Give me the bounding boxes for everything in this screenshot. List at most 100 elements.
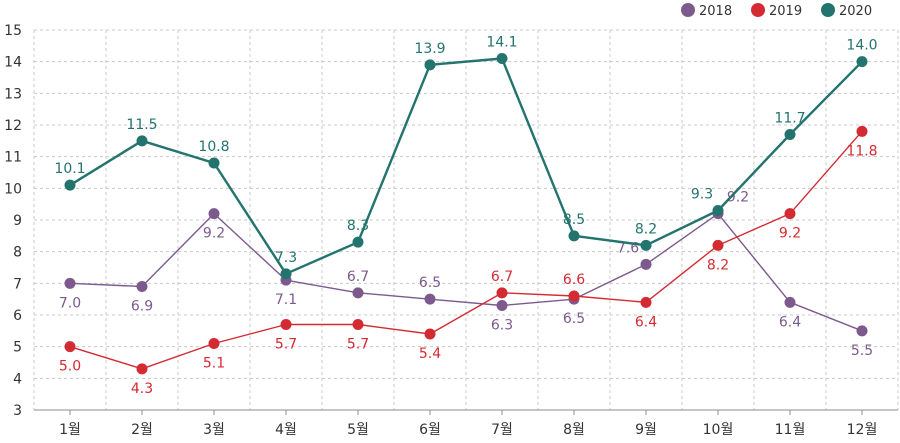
legend-label: 2018 bbox=[699, 4, 732, 19]
data-point-2020 bbox=[352, 236, 364, 248]
x-tick-label: 7월 bbox=[491, 422, 513, 438]
legend-marker bbox=[751, 3, 765, 17]
data-point-2019 bbox=[280, 319, 292, 330]
data-label-2019: 8.2 bbox=[707, 257, 729, 273]
data-label-2019: 5.7 bbox=[275, 337, 297, 353]
data-label-2018: 6.5 bbox=[419, 275, 441, 291]
data-point-2019 bbox=[640, 296, 652, 308]
data-point-2018 bbox=[784, 296, 796, 308]
series-layer: 7.0 6.99.27.16.7 6.56.3 6.57.69.26.45.55.04… bbox=[54, 35, 877, 397]
data-label-2020: 11.7 bbox=[774, 111, 805, 127]
legend-label: 2020 bbox=[839, 4, 872, 19]
data-label-2020: 8.2 bbox=[635, 221, 657, 237]
data-point-2020 bbox=[424, 59, 436, 71]
data-point-2019 bbox=[352, 319, 364, 330]
data-label-2020: 10.8 bbox=[198, 139, 229, 155]
data-point-2020 bbox=[280, 268, 292, 280]
y-tick-label: 10 bbox=[4, 181, 22, 197]
x-tick-label: 11월 bbox=[775, 422, 806, 438]
data-label-2019: 6.7 bbox=[491, 269, 513, 285]
data-label-2020: 8.3 bbox=[347, 218, 369, 234]
data-label-2018: 9.2 bbox=[203, 226, 225, 242]
chart-grid bbox=[33, 29, 899, 410]
x-axis: 1월 2월 3월 4월 5월 6월 7월 8월 9월 10월 11월 12월 bbox=[34, 409, 898, 438]
y-tick-label: 7 bbox=[13, 276, 22, 292]
data-point-2020 bbox=[496, 53, 508, 64]
data-label-2019: 9.2 bbox=[779, 226, 801, 242]
data-point-2020 bbox=[856, 56, 868, 68]
data-label-2018: 6.9 bbox=[131, 299, 153, 315]
data-point-2018 bbox=[352, 287, 364, 299]
data-label-2019: 5.0 bbox=[59, 359, 81, 375]
legend-marker bbox=[821, 3, 835, 17]
data-point-2019 bbox=[856, 125, 868, 137]
data-point-2020 bbox=[208, 157, 220, 169]
data-label-2019: 6.4 bbox=[635, 314, 657, 330]
x-tick-label: 3월 bbox=[203, 422, 225, 438]
series-line-2018 bbox=[69, 212, 863, 332]
data-label-2018: 6.4 bbox=[779, 314, 801, 330]
data-point-2018 bbox=[64, 277, 76, 289]
y-tick-label: 11 bbox=[4, 150, 22, 166]
data-label-2020: 10.1 bbox=[54, 161, 85, 177]
x-tick-label: 4월 bbox=[275, 422, 297, 438]
data-label-2020: 8.5 bbox=[563, 212, 585, 228]
y-axis: 3 4 5 6 7 8 9 10 11 12 13 14 15 bbox=[4, 23, 22, 419]
y-tick-label: 4 bbox=[13, 371, 22, 387]
data-label-2018: 6.3 bbox=[491, 318, 513, 334]
y-tick-label: 6 bbox=[13, 308, 22, 324]
data-label-2018: 7.1 bbox=[275, 292, 297, 308]
data-label-2019: 11.8 bbox=[846, 143, 877, 159]
data-label-2018: 5.5 bbox=[851, 343, 873, 359]
data-label-2020: 14.0 bbox=[846, 38, 877, 54]
x-tick-label: 1월 bbox=[59, 422, 81, 438]
data-label-2020: 7.3 bbox=[275, 250, 297, 266]
data-point-2019 bbox=[496, 287, 508, 299]
data-label-2018: 6.5 bbox=[563, 311, 585, 327]
y-tick-label: 8 bbox=[13, 245, 22, 261]
legend-item-2018: 2018 bbox=[681, 3, 732, 19]
series-line-2020 bbox=[69, 57, 863, 276]
y-tick-label: 9 bbox=[13, 213, 22, 229]
x-tick-label: 9월 bbox=[635, 422, 657, 438]
legend-item-2019: 2019 bbox=[751, 3, 802, 19]
data-label-2020: 9.3 bbox=[691, 187, 713, 203]
data-point-2019 bbox=[424, 328, 436, 340]
data-point-2019 bbox=[208, 338, 220, 349]
x-tick-label: 6월 bbox=[419, 422, 441, 438]
series-2019: 5.0 4.3 5.1 5.7 5.7 5.4 6.7 6.6 6.4 8.2 9.2 11.8 bbox=[59, 125, 878, 397]
x-tick-label: 2월 bbox=[131, 422, 153, 438]
x-tick-label: 12월 bbox=[847, 422, 878, 438]
data-point-2018 bbox=[136, 281, 148, 292]
data-label-2019: 6.6 bbox=[563, 272, 585, 288]
legend-marker bbox=[681, 3, 695, 17]
y-tick-label: 15 bbox=[4, 23, 22, 39]
data-point-2019 bbox=[568, 290, 580, 302]
data-point-2020 bbox=[136, 135, 148, 147]
data-label-2019: 5.7 bbox=[347, 337, 369, 353]
legend-label: 2019 bbox=[769, 4, 802, 19]
data-point-2020 bbox=[640, 239, 652, 251]
data-point-2020 bbox=[64, 179, 76, 191]
x-tick-label: 5월 bbox=[347, 422, 369, 438]
legend: 2018 2019 2020 bbox=[681, 3, 872, 19]
data-point-2019 bbox=[136, 363, 148, 375]
data-label-2020: 11.5 bbox=[126, 117, 157, 133]
y-tick-label: 13 bbox=[4, 86, 22, 102]
y-tick-label: 3 bbox=[13, 403, 22, 419]
data-point-2018 bbox=[856, 325, 868, 337]
data-point-2018 bbox=[208, 208, 220, 220]
data-label-2019: 4.3 bbox=[131, 381, 153, 397]
data-point-2019 bbox=[64, 341, 76, 353]
data-label-2018: 7.0 bbox=[59, 295, 81, 311]
series-2020: 10.1 11.5 10.8 7.3 8.3 13.9 14.1 8.5 8.2 9.3 11.7 1… bbox=[54, 35, 878, 280]
y-tick-label: 5 bbox=[13, 340, 22, 356]
data-label-2019: 5.1 bbox=[203, 356, 225, 372]
data-point-2020 bbox=[712, 205, 724, 216]
data-point-2020 bbox=[784, 129, 796, 140]
data-label-2019: 5.4 bbox=[419, 346, 441, 362]
series-2018: 7.0 6.99.27.16.7 6.56.3 6.57.69.26.45.5 bbox=[59, 190, 873, 359]
data-point-2019 bbox=[712, 239, 724, 251]
x-tick-label: 8월 bbox=[563, 422, 585, 438]
